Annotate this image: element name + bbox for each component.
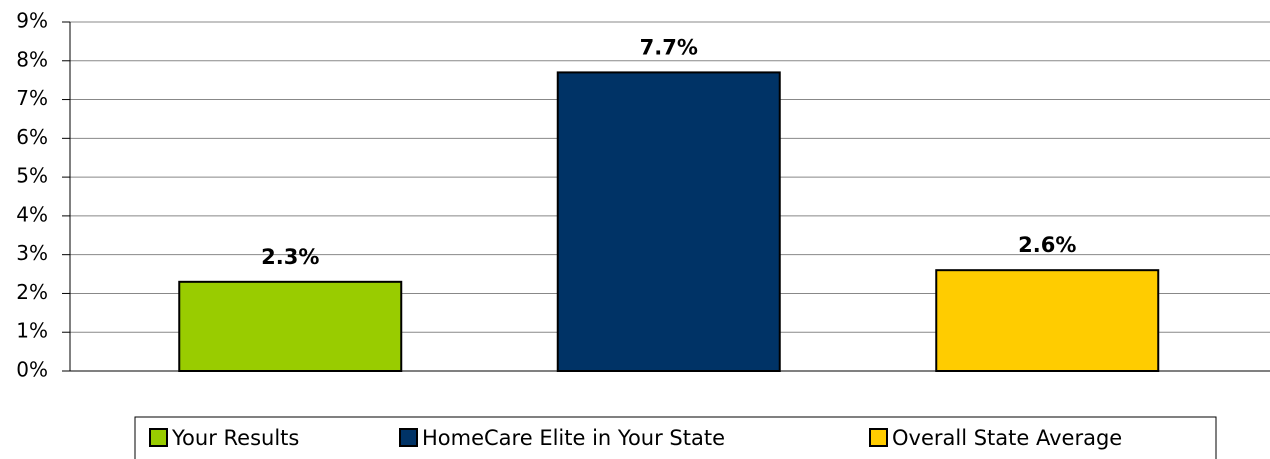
y-tick-label: 6% xyxy=(16,125,48,149)
legend-label: HomeCare Elite in Your State xyxy=(422,426,725,450)
value-label: 2.6% xyxy=(1018,233,1076,257)
y-tick-label: 4% xyxy=(16,202,48,226)
legend-label: Your Results xyxy=(171,426,299,450)
bar xyxy=(178,280,403,372)
y-tick-label: 1% xyxy=(16,319,48,343)
y-tick-label: 5% xyxy=(16,164,48,188)
bar xyxy=(556,71,781,373)
value-label: 2.3% xyxy=(261,245,319,269)
y-tick-label: 7% xyxy=(16,86,48,110)
legend-swatch xyxy=(149,428,168,447)
y-tick-label: 0% xyxy=(16,358,48,382)
y-tick-label: 2% xyxy=(16,280,48,304)
y-tick-label: 8% xyxy=(16,47,48,71)
y-tick-label: 3% xyxy=(16,241,48,265)
legend-swatch xyxy=(399,428,418,447)
y-tick-label: 9% xyxy=(16,9,48,33)
legend-box xyxy=(134,416,1217,459)
legend-label: Overall State Average xyxy=(892,426,1122,450)
bar xyxy=(935,269,1160,372)
legend-swatch xyxy=(869,428,888,447)
value-label: 7.7% xyxy=(640,35,698,59)
